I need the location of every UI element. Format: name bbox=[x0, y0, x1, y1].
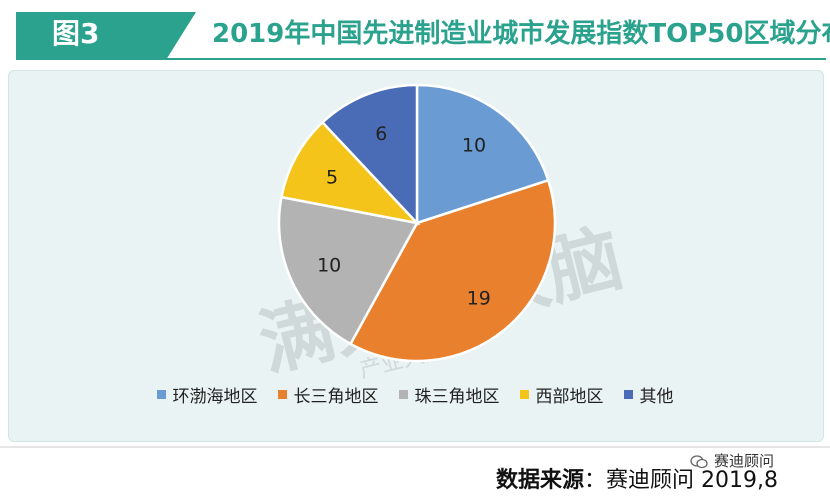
figure-number: 图3 bbox=[52, 17, 100, 50]
legend-swatch bbox=[398, 390, 408, 399]
figure-header: 图3 2019年中国先进制造业城市发展指数TOP50区域分布 bbox=[0, 0, 830, 62]
legend-label: 珠三角地区 bbox=[414, 387, 500, 407]
legend-label: 长三角地区 bbox=[293, 387, 379, 407]
header-underline bbox=[16, 58, 826, 60]
legend-label: 环渤海地区 bbox=[172, 387, 258, 407]
slice-value-label: 19 bbox=[467, 288, 491, 310]
slice-value-label: 10 bbox=[462, 135, 486, 157]
legend-item: 长三角地区 bbox=[277, 382, 379, 407]
wechat-name: 赛迪顾问 bbox=[714, 452, 775, 470]
legend-swatch bbox=[623, 390, 633, 399]
legend-label: 西部地区 bbox=[535, 387, 604, 407]
legend-item: 环渤海地区 bbox=[156, 382, 258, 407]
pie-slice-5 bbox=[320, 83, 419, 227]
wechat-account: 赛迪顾问 bbox=[690, 450, 774, 471]
legend-item: 其他 bbox=[623, 382, 674, 407]
legend-item: 西部地区 bbox=[519, 382, 604, 407]
slice-value-label: 10 bbox=[317, 254, 341, 276]
legend-swatch bbox=[277, 390, 287, 399]
pie-slice-2 bbox=[348, 178, 557, 363]
footer-divider bbox=[0, 446, 830, 448]
data-source: 数据来源：赛迪顾问 2019,8 bbox=[496, 462, 778, 494]
legend-swatch bbox=[519, 390, 529, 399]
source-label: 数据来源 bbox=[496, 468, 585, 493]
legend-item: 珠三角地区 bbox=[398, 382, 500, 407]
chart-legend: 环渤海地区 长三角地区 珠三角地区 西部地区 其他 bbox=[0, 382, 830, 407]
legend-label: 其他 bbox=[639, 387, 674, 407]
pie-slice-3 bbox=[277, 195, 419, 346]
source-value: ：赛迪顾问 2019,8 bbox=[584, 468, 778, 493]
pie-slice-1 bbox=[415, 83, 550, 225]
legend-swatch bbox=[156, 390, 166, 399]
slice-value-label: 6 bbox=[375, 123, 387, 145]
pie-slice-4 bbox=[279, 120, 421, 225]
slice-value-label: 5 bbox=[326, 166, 338, 188]
figure-badge bbox=[16, 12, 196, 58]
wechat-icon bbox=[690, 454, 708, 468]
chart-title: 2019年中国先进制造业城市发展指数TOP50区域分布 bbox=[212, 19, 830, 49]
